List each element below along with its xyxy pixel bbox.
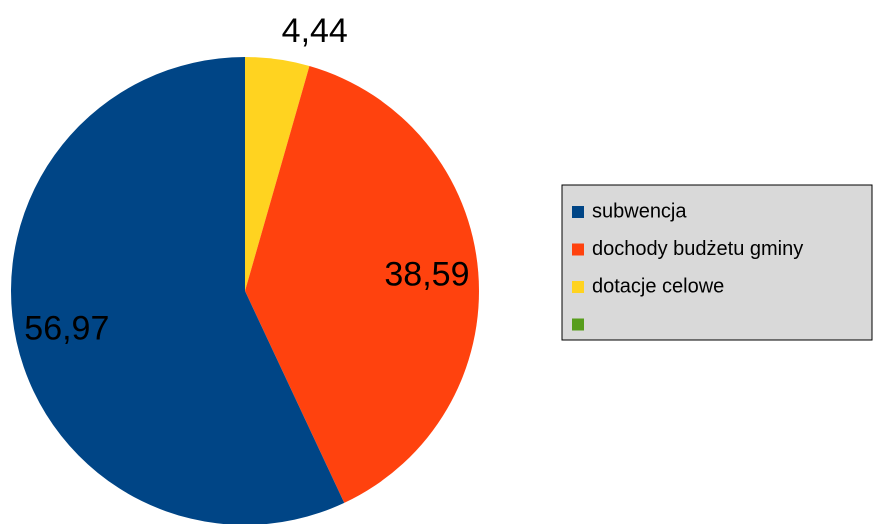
pie-slice xyxy=(245,57,310,291)
legend-swatch xyxy=(572,318,584,331)
pie-slice xyxy=(245,66,479,503)
value-labels: 4,44 38,59 56,97 xyxy=(24,12,469,347)
legend-label: dotacje celowe xyxy=(592,275,724,297)
pie-slice xyxy=(11,57,345,524)
value-label: 38,59 xyxy=(384,255,469,293)
legend-box xyxy=(561,184,873,341)
pie xyxy=(11,57,479,524)
value-label: 4,44 xyxy=(282,12,348,50)
legend-swatch xyxy=(572,243,584,256)
value-label: 56,97 xyxy=(24,310,109,348)
legend-swatch xyxy=(572,206,584,218)
legend: subwencja dochody budżetu gminy dotacje ce… xyxy=(572,200,803,331)
legend-label: dochody budżetu gminy xyxy=(592,238,803,260)
legend-swatch xyxy=(572,281,584,293)
legend-label: subwencja xyxy=(592,200,687,222)
